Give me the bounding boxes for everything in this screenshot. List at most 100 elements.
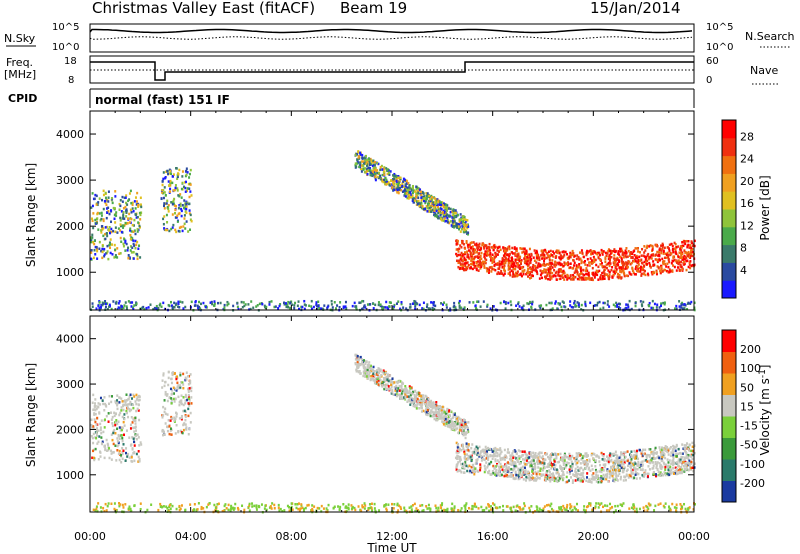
scatter-cell xyxy=(546,274,549,277)
scatter-cell xyxy=(166,429,169,433)
scatter-cell xyxy=(451,210,454,214)
scatter-cell xyxy=(171,307,174,311)
scatter-cell xyxy=(421,195,424,199)
scatter-cell xyxy=(666,458,669,461)
scatter-cell xyxy=(90,425,93,429)
scatter-cell xyxy=(429,208,432,211)
scatter-cell xyxy=(217,301,220,305)
scatter-cell xyxy=(584,460,587,463)
scatter-cell xyxy=(182,409,185,413)
scatter-cell xyxy=(115,214,118,217)
scatter-cell xyxy=(463,223,466,226)
scatter-cell xyxy=(360,160,363,163)
scatter-cell xyxy=(525,249,528,253)
scatter-cell xyxy=(452,212,455,216)
scatter-cell xyxy=(176,189,179,192)
scatter-cell xyxy=(679,247,682,250)
scatter-cell xyxy=(651,244,654,248)
scatter-cell xyxy=(543,263,546,267)
scatter-cell xyxy=(115,459,118,462)
scatter-cell xyxy=(104,447,107,450)
scatter-cell xyxy=(497,460,500,464)
scatter-cell xyxy=(318,306,321,310)
scatter-cell xyxy=(520,474,523,478)
scatter-cell xyxy=(582,273,585,276)
colorbar-swatch xyxy=(722,191,736,210)
scatter-cell xyxy=(523,252,526,255)
scatter-cell xyxy=(659,448,662,452)
scatter-cell xyxy=(461,263,464,266)
scatter-cell xyxy=(667,461,670,464)
scatter-cell xyxy=(464,218,467,222)
scatter-cell xyxy=(448,221,451,225)
scatter-cell xyxy=(456,239,459,243)
scatter-cell xyxy=(652,454,655,457)
scatter-cell xyxy=(114,190,117,193)
scatter-cell xyxy=(121,426,124,430)
scatter-cell xyxy=(138,226,141,229)
scatter-cell xyxy=(566,261,569,264)
scatter-cell xyxy=(470,454,473,458)
scatter-cell xyxy=(125,404,128,407)
scatter-cell xyxy=(588,250,591,253)
scatter-cell xyxy=(424,201,427,205)
scatter-cell xyxy=(162,171,165,174)
scatter-cell xyxy=(157,306,160,310)
scatter-cell xyxy=(396,188,399,192)
scatter-cell xyxy=(475,267,478,270)
scatter-cell xyxy=(372,302,375,305)
scatter-cell xyxy=(433,411,436,415)
scatter-cell xyxy=(121,437,124,440)
scatter-cell xyxy=(431,415,434,418)
scatter-cell xyxy=(438,216,441,220)
scatter-cell xyxy=(541,253,544,257)
scatter-cell xyxy=(138,459,141,463)
scatter-cell xyxy=(613,263,616,266)
scatter-cell xyxy=(441,303,444,306)
scatter-cell xyxy=(164,380,167,384)
scatter-cell xyxy=(92,432,95,436)
scatter-cell xyxy=(288,306,291,310)
scatter-cell xyxy=(437,208,440,211)
scatter-cell xyxy=(137,403,140,406)
scatter-cell xyxy=(607,277,610,280)
scatter-cell xyxy=(439,203,442,207)
scatter-cell xyxy=(387,181,390,184)
scatter-cell xyxy=(422,208,425,211)
scatter-cell xyxy=(622,451,625,454)
scatter-cell xyxy=(365,369,368,372)
scatter-cell xyxy=(382,180,385,184)
scatter-cell xyxy=(128,407,131,411)
scatter-cell xyxy=(160,305,163,308)
scatter-cell xyxy=(96,217,99,220)
scatter-cell xyxy=(129,444,132,447)
scatter-cell xyxy=(660,270,663,273)
scatter-cell xyxy=(569,251,572,255)
scatter-cell xyxy=(103,247,106,251)
scatter-cell xyxy=(571,278,574,281)
scatter-cell xyxy=(385,371,388,375)
scatter-cell xyxy=(411,191,414,195)
scatter-cell xyxy=(185,205,188,208)
scatter-cell xyxy=(541,270,544,273)
scatter-cell xyxy=(359,151,362,155)
scatter-cell xyxy=(133,200,136,203)
scatter-cell xyxy=(547,250,550,254)
scatter-cell xyxy=(106,302,109,305)
scatter-cell xyxy=(660,454,663,458)
scatter-cell xyxy=(93,242,96,246)
scatter-cell xyxy=(682,258,685,261)
scatter-cell xyxy=(616,459,619,463)
scatter-cell xyxy=(655,306,658,309)
scatter-cell xyxy=(102,302,105,305)
scatter-cell xyxy=(382,380,385,384)
scatter-cell xyxy=(523,247,526,250)
scatter-cell xyxy=(449,210,452,214)
scatter-cell xyxy=(411,194,414,197)
scatter-cell xyxy=(458,457,461,461)
scatter-cell xyxy=(632,250,635,253)
scatter-cell xyxy=(549,269,552,273)
scatter-cell xyxy=(376,371,379,375)
scatter-cell xyxy=(472,261,475,264)
scatter-cell xyxy=(359,161,362,164)
